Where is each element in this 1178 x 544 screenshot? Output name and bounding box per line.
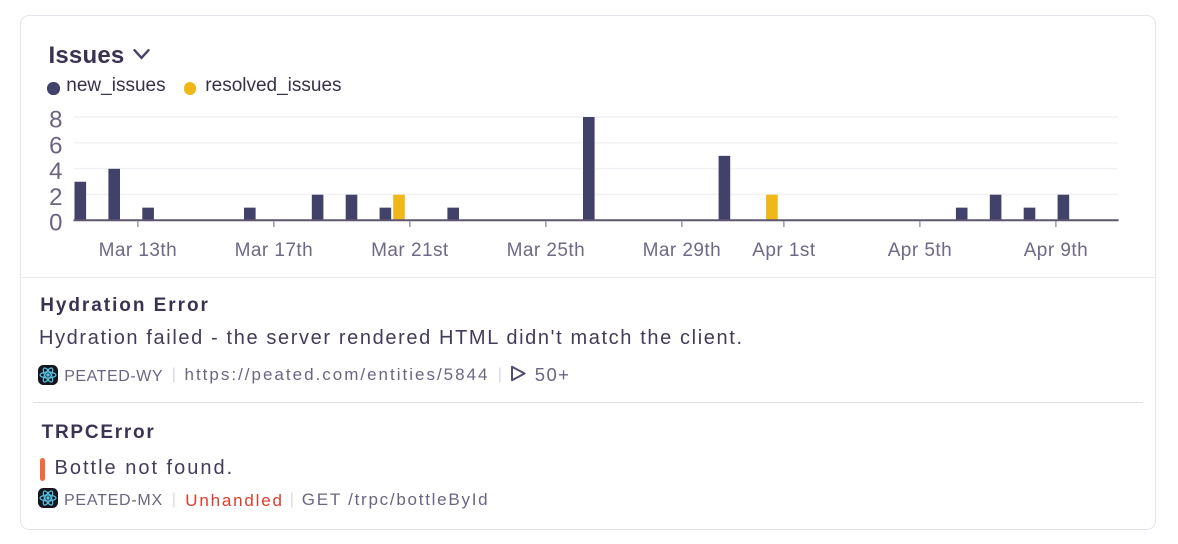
- svg-text:2: 2: [49, 184, 62, 211]
- svg-text:Apr 1st: Apr 1st: [752, 240, 816, 261]
- svg-text:Mar 29th: Mar 29th: [643, 240, 722, 261]
- svg-text:Mar 17th: Mar 17th: [235, 240, 314, 261]
- svg-text:Apr 9th: Apr 9th: [1024, 240, 1088, 261]
- svg-text:0: 0: [49, 210, 62, 237]
- svg-text:8: 8: [49, 107, 62, 134]
- svg-text:4: 4: [49, 158, 62, 185]
- svg-text:Mar 25th: Mar 25th: [507, 240, 586, 261]
- svg-text:Mar 13th: Mar 13th: [99, 240, 178, 261]
- svg-text:Apr 5th: Apr 5th: [888, 240, 952, 261]
- svg-text:6: 6: [49, 132, 62, 159]
- svg-text:Mar 21st: Mar 21st: [371, 240, 449, 261]
